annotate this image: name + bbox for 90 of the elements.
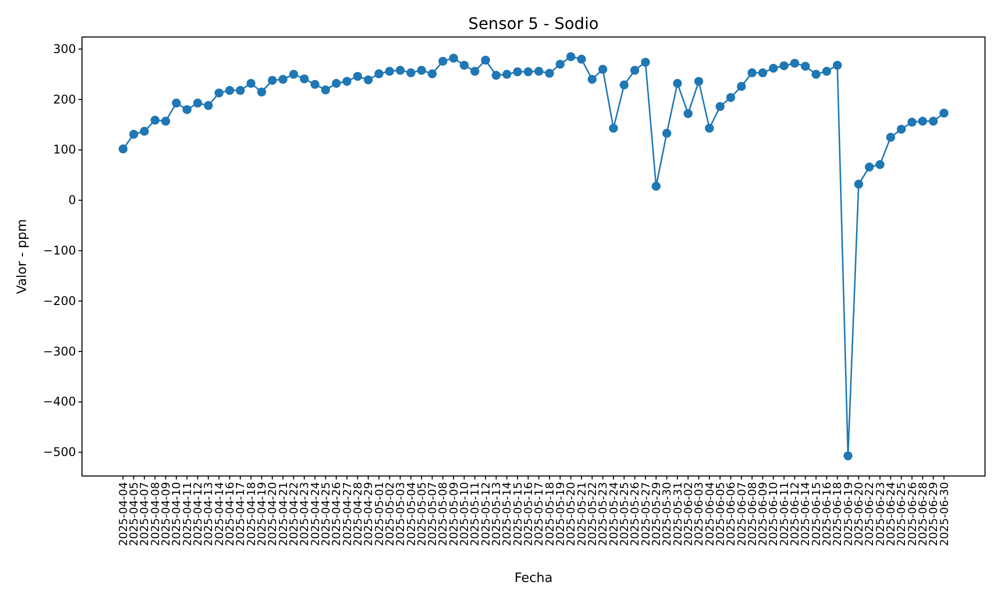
x-tick-label: 2025-05-04 <box>404 482 418 546</box>
x-tick-label: 2025-06-19 <box>842 482 855 546</box>
y-tick-label: −500 <box>43 445 76 460</box>
x-tick-label: 2025-04-23 <box>298 482 312 546</box>
x-tick-label: 2025-06-08 <box>746 482 759 546</box>
x-tick-label: 2025-06-09 <box>756 482 770 546</box>
y-tick-label: 300 <box>53 42 76 56</box>
x-tick-label: 2025-05-27 <box>639 482 652 546</box>
x-tick-label: 2025-05-29 <box>650 482 663 546</box>
x-tick-label: 2025-06-03 <box>692 482 706 546</box>
x-tick-label: 2025-06-07 <box>735 482 748 546</box>
x-tick-label: 2025-04-19 <box>255 482 268 546</box>
x-tick-label: 2025-06-26 <box>906 482 919 546</box>
x-tick-label: 2025-04-07 <box>138 482 152 546</box>
x-tick-label: 2025-06-28 <box>916 482 930 546</box>
x-tick-label: 2025-06-20 <box>852 482 866 546</box>
y-axis-title: Valor - ppm <box>15 219 30 294</box>
x-tick-label: 2025-04-04 <box>116 482 130 546</box>
x-tick-label: 2025-05-26 <box>628 482 642 546</box>
x-tick-label: 2025-06-30 <box>938 482 951 546</box>
x-tick-label: 2025-06-15 <box>810 482 823 546</box>
x-tick-label: 2025-06-14 <box>799 482 812 546</box>
x-tick-label: 2025-04-21 <box>276 482 290 546</box>
x-tick-label: 2025-05-10 <box>458 482 472 546</box>
x-tick-label: 2025-05-08 <box>436 482 450 546</box>
y-tick-label: −300 <box>43 344 76 358</box>
x-tick-label: 2025-06-06 <box>724 482 738 546</box>
x-tick-label: 2025-04-16 <box>224 482 237 546</box>
x-tick-label: 2025-06-25 <box>895 482 908 546</box>
x-tick-label: 2025-05-09 <box>447 482 460 546</box>
x-tick-label: 2025-04-05 <box>128 482 141 546</box>
x-tick-label: 2025-05-03 <box>394 482 408 546</box>
y-tick-label: 200 <box>53 92 76 106</box>
x-tick-label: 2025-05-16 <box>522 482 536 546</box>
chart-title: Sensor 5 - Sodio <box>468 14 599 33</box>
x-tick-label: 2025-06-16 <box>820 482 834 546</box>
x-tick-label: 2025-05-12 <box>479 482 492 546</box>
x-tick-label: 2025-05-15 <box>511 482 524 546</box>
x-tick-label: 2025-04-24 <box>308 482 322 546</box>
x-tick-label: 2025-05-23 <box>596 482 610 546</box>
y-tick-label: −100 <box>43 244 76 258</box>
x-tick-label: 2025-06-23 <box>874 482 887 546</box>
y-tick-label: 0 <box>68 193 76 208</box>
x-tick-label: 2025-05-14 <box>500 482 514 546</box>
x-tick-label: 2025-06-11 <box>778 482 791 546</box>
x-tick-label: 2025-06-22 <box>863 482 876 546</box>
x-tick-label: 2025-04-17 <box>234 482 248 546</box>
x-tick-label: 2025-05-21 <box>575 482 588 546</box>
x-tick-label: 2025-04-18 <box>244 482 258 546</box>
x-tick-label: 2025-04-11 <box>180 482 194 546</box>
x-tick-label: 2025-04-25 <box>319 482 332 546</box>
x-tick-label: 2025-06-04 <box>703 482 716 546</box>
x-tick-label: 2025-05-17 <box>532 482 546 546</box>
y-tick-label: 100 <box>53 142 76 157</box>
x-tick-label: 2025-05-11 <box>468 482 482 546</box>
x-tick-label: 2025-06-10 <box>767 482 780 546</box>
x-tick-label: 2025-04-28 <box>351 482 364 546</box>
x-tick-label: 2025-04-29 <box>362 482 376 546</box>
x-axis-title: Fecha <box>514 571 553 586</box>
x-tick-label: 2025-05-22 <box>586 482 599 546</box>
x-tick-label: 2025-05-13 <box>490 482 504 546</box>
x-tick-label: 2025-04-08 <box>148 482 162 546</box>
x-tick-label: 2025-04-14 <box>212 482 226 546</box>
x-tick-label: 2025-04-10 <box>170 482 184 546</box>
x-tick-label: 2025-06-24 <box>884 482 898 546</box>
x-tick-label: 2025-05-24 <box>607 482 620 546</box>
x-tick-label: 2025-05-05 <box>415 482 428 546</box>
x-tick-label: 2025-05-07 <box>426 482 440 546</box>
x-tick-label: 2025-04-12 <box>192 482 205 546</box>
x-tick-label: 2025-06-29 <box>927 482 940 546</box>
x-tick-label: 2025-05-20 <box>564 482 578 546</box>
y-tick-label: −200 <box>43 294 76 308</box>
x-tick-label: 2025-04-26 <box>330 482 344 546</box>
x-tick-label: 2025-05-25 <box>618 482 631 546</box>
x-tick-label: 2025-04-13 <box>202 482 216 546</box>
x-tick-label: 2025-06-12 <box>788 482 802 546</box>
x-tick-label: 2025-04-20 <box>266 482 280 546</box>
x-tick-label: 2025-05-01 <box>372 482 386 546</box>
x-tick-label: 2025-06-02 <box>682 482 695 546</box>
x-tick-label: 2025-05-02 <box>383 482 396 546</box>
x-tick-label: 2025-04-09 <box>160 482 173 546</box>
y-tick-label: −400 <box>43 394 76 409</box>
x-tick-label: 2025-05-30 <box>660 482 674 546</box>
x-tick-label: 2025-04-27 <box>340 482 354 546</box>
x-tick-label: 2025-05-18 <box>543 482 556 546</box>
x-tick-label: 2025-05-19 <box>554 482 568 546</box>
x-tick-label: 2025-05-31 <box>671 482 684 546</box>
x-tick-label: 2025-06-18 <box>831 482 844 546</box>
x-tick-label: 2025-06-05 <box>714 482 727 546</box>
x-tick-label: 2025-04-22 <box>287 482 300 546</box>
